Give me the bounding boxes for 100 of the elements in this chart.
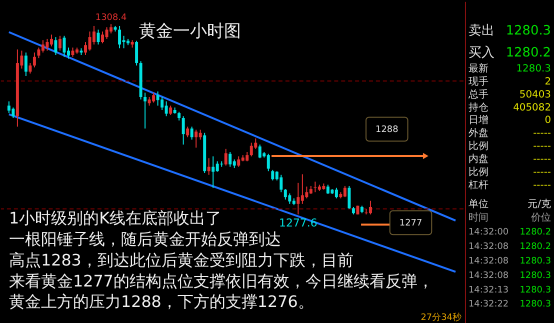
candlestick xyxy=(194,129,198,148)
text: 1280.3 xyxy=(520,285,552,296)
candlestick xyxy=(58,35,62,52)
candlestick xyxy=(37,47,40,59)
text: 50403 xyxy=(519,89,552,100)
candlestick xyxy=(212,156,215,188)
text: 1280.3 xyxy=(520,256,552,266)
candlestick xyxy=(28,62,32,74)
text: 14:32:08 xyxy=(468,270,509,281)
text: 405082 xyxy=(513,102,552,114)
text: 价位 xyxy=(530,212,552,224)
candlestick xyxy=(182,116,185,146)
candlestick xyxy=(164,100,168,117)
text: 14:32:00 xyxy=(468,228,509,238)
candlestick xyxy=(24,52,28,77)
candlestick xyxy=(314,181,317,193)
candlestick xyxy=(271,169,274,181)
candlestick xyxy=(288,192,292,204)
candlestick xyxy=(348,185,351,210)
candlestick xyxy=(110,24,113,34)
text: 1280.3 xyxy=(506,24,552,39)
candlestick xyxy=(296,182,300,215)
text: 总手 xyxy=(467,88,488,100)
candlestick xyxy=(152,92,156,104)
text: 外盘 xyxy=(468,127,488,140)
candlestick xyxy=(46,38,49,52)
candlestick xyxy=(343,185,346,198)
candlestick xyxy=(12,107,15,119)
annotation: 1小时级别的K线在底部收出了 xyxy=(8,208,222,228)
candlestick xyxy=(224,148,228,166)
candlestick xyxy=(96,29,100,45)
annotation: 1288 xyxy=(376,125,399,136)
candlestick xyxy=(54,36,58,56)
text: 1280.2 xyxy=(506,46,552,61)
annotation: 一根阳锤子线，随后黄金开始反弹到达 xyxy=(8,230,281,249)
candlestick xyxy=(300,174,304,204)
text: ----- xyxy=(533,154,552,166)
candlestick xyxy=(334,187,338,199)
text: 1280.2 xyxy=(520,228,552,238)
candlestick xyxy=(7,100,10,114)
candlestick xyxy=(250,142,253,157)
candlestick xyxy=(156,90,160,106)
candlestick xyxy=(368,200,372,215)
candlestick xyxy=(118,25,122,49)
candlestick xyxy=(41,40,44,54)
candlestick xyxy=(160,96,164,110)
text: ----- xyxy=(533,128,552,140)
text: 14:32:08 xyxy=(468,242,509,252)
text: 2 xyxy=(544,76,552,88)
text: 杠杆 xyxy=(467,178,488,191)
candlestick xyxy=(266,153,270,172)
candlestick xyxy=(216,160,219,172)
text: 元/克 xyxy=(528,198,552,210)
text: 现手 xyxy=(468,75,488,88)
text: 日增 xyxy=(468,114,488,126)
candlestick xyxy=(280,174,283,193)
candlestick xyxy=(62,35,66,58)
text: 0 xyxy=(544,115,552,126)
annotation: 黄金上方的压力1288，下方的支撑1276。 xyxy=(8,292,314,312)
text: 卖出 xyxy=(468,24,494,39)
candlestick xyxy=(135,40,138,66)
annotation: 1277.6 xyxy=(279,216,318,230)
candlestick xyxy=(207,158,210,176)
text: 持仓 xyxy=(468,101,488,114)
candlestick xyxy=(190,126,194,140)
candlestick xyxy=(32,52,36,68)
candlestick xyxy=(101,31,104,44)
annotation: 1308.4 xyxy=(95,13,127,24)
text: 1280.3 xyxy=(516,63,552,74)
annotation: 1277 xyxy=(399,218,422,229)
candlestick xyxy=(186,126,190,138)
text: 14:32:08 xyxy=(468,256,509,266)
text: ----- xyxy=(533,166,552,178)
text: 1280.3 xyxy=(520,300,552,310)
text: 1280.2 xyxy=(520,242,552,252)
candlestick xyxy=(258,144,262,159)
candlestick xyxy=(144,92,147,130)
candlestick xyxy=(284,188,287,200)
candlestick xyxy=(198,129,202,140)
candlestick xyxy=(169,105,172,116)
annotation: 来看黄金1277的结构点位支撑依旧有效，今日继续看反弹， xyxy=(8,271,434,290)
text: 单位 xyxy=(468,198,488,210)
candlestick xyxy=(105,26,108,40)
candlestick xyxy=(50,34,53,47)
text: 14:32:22 xyxy=(468,300,509,310)
text: ----- xyxy=(533,180,552,191)
text: 买入 xyxy=(468,46,494,61)
annotation: 27分34秒 xyxy=(420,312,462,323)
candlestick xyxy=(228,151,232,168)
text: 黄金一小时图 xyxy=(138,20,241,41)
candlestick xyxy=(305,186,308,199)
text: 1280.3 xyxy=(520,270,552,281)
candlestick xyxy=(246,151,249,162)
annotation: 高点1283，到达此位后黄金受到阻力下跌，目前 xyxy=(8,250,354,270)
text: 最新 xyxy=(468,62,488,74)
candlestick xyxy=(237,156,240,168)
candlestick xyxy=(326,184,330,195)
text: 时间 xyxy=(468,212,488,224)
text: 比例 xyxy=(468,166,488,178)
text: 14:32:13 xyxy=(468,285,509,296)
